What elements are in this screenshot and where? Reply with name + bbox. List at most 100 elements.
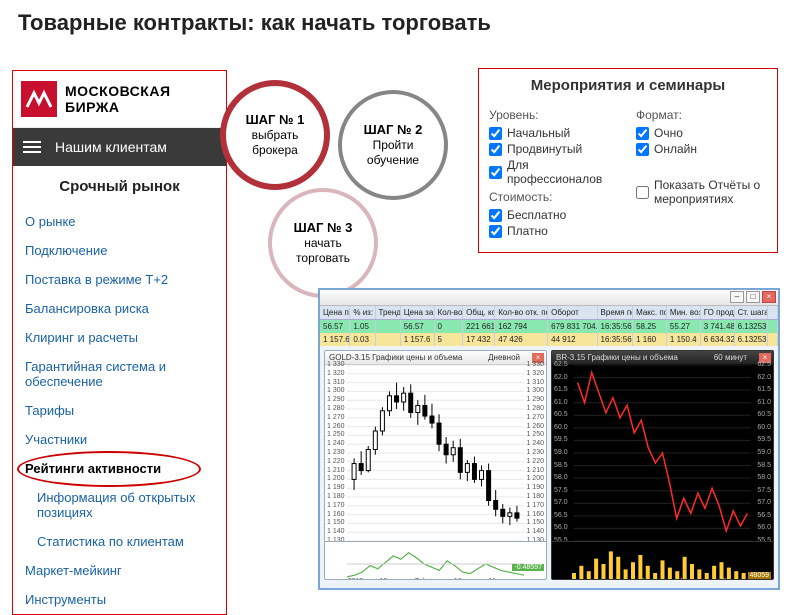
br-volume-bars: [552, 542, 773, 580]
level-input[interactable]: [489, 166, 502, 179]
clients-bar[interactable]: Нашим клиентам: [13, 128, 226, 166]
reports-label: Показать Отчёты о мероприятиях: [654, 178, 767, 206]
step-2-circle: ШАГ № 2 Пройти обучение: [338, 90, 448, 200]
format-checkbox[interactable]: Онлайн: [636, 142, 767, 156]
logo-text: МОСКОВСКАЯ БИРЖА: [65, 83, 171, 115]
step-1-title: ШАГ № 1: [246, 112, 305, 128]
menu-item[interactable]: Балансировка риска: [13, 294, 226, 323]
table-header-cell: Оборот: [548, 306, 597, 319]
cost-checkbox[interactable]: Платно: [489, 224, 620, 238]
table-cell: 44 912: [548, 333, 597, 346]
table-cell: 1.05: [350, 320, 375, 333]
chart-panel-gold: GOLD-3.15 Графики цены и объема Дневной …: [324, 350, 547, 580]
table-cell: 6.13253: [735, 320, 769, 333]
chart-panel-br: BR-3.15 Графики цены и объема 60 минут ×…: [551, 350, 774, 580]
sidebar: МОСКОВСКАЯ БИРЖА Нашим клиентам Срочный …: [12, 70, 227, 615]
table-cell: 1 157.6: [401, 333, 435, 346]
menu-item[interactable]: Гарантийная система и обеспечение: [13, 352, 226, 396]
menu-item[interactable]: О рынке: [13, 207, 226, 236]
table-cell: 3 741.48: [701, 320, 735, 333]
reports-input[interactable]: [636, 186, 649, 199]
table-cell: 162 794: [495, 320, 548, 333]
format-checkbox[interactable]: Очно: [636, 126, 767, 140]
table-header-cell: Кол-во отк. поз.: [495, 306, 548, 319]
table-header-cell: Общ. кол-: [463, 306, 495, 319]
level-label: Начальный: [507, 126, 570, 140]
minimize-button[interactable]: –: [730, 291, 744, 303]
table-cell: 221 661: [463, 320, 495, 333]
menu-item[interactable]: Поставка в режиме Т+2: [13, 265, 226, 294]
menu-item[interactable]: Подключение: [13, 236, 226, 265]
cost-input[interactable]: [489, 225, 502, 238]
table-cell: 16:35:56: [598, 320, 634, 333]
gold-sub-indicator: [325, 542, 546, 580]
format-input[interactable]: [636, 127, 649, 140]
table-cell: 0: [435, 320, 464, 333]
cost-label: Стоимость:: [489, 190, 620, 204]
table-header-cell: ГО прода: [701, 306, 735, 319]
step-2-title: ШАГ № 2: [364, 122, 423, 138]
level-label: Уровень:: [489, 108, 620, 122]
level-label: Продвинутый: [507, 142, 582, 156]
table-header-cell: Цена за:: [401, 306, 435, 319]
table-row[interactable]: 56.571.0556.570221 661162 794679 831 704…: [320, 320, 778, 333]
format-input[interactable]: [636, 143, 649, 156]
step-3-l2: торговать: [296, 251, 350, 266]
reports-checkbox[interactable]: Показать Отчёты о мероприятиях: [636, 178, 767, 206]
table-cell: 1 160: [633, 333, 667, 346]
cost-checkbox[interactable]: Бесплатно: [489, 208, 620, 222]
menu-item[interactable]: Маркет-мейкинг: [13, 556, 226, 585]
table-cell: 5: [435, 333, 464, 346]
terminal-window: – □ × Цена п% из:ТрендЦена за:Кол-воОбщ.…: [318, 288, 780, 590]
menu-item[interactable]: Инструменты: [13, 585, 226, 614]
events-col-right: Формат: Очно Онлайн Показать Отчёты о мер…: [636, 104, 767, 240]
menu-item[interactable]: Тарифы: [13, 396, 226, 425]
events-col-left: Уровень: Начальный Продвинутый Для професс…: [489, 104, 620, 240]
maximize-button[interactable]: □: [746, 291, 760, 303]
step-3-title: ШАГ № 3: [294, 220, 353, 236]
close-button[interactable]: ×: [762, 291, 776, 303]
table-header-cell: Время по: [598, 306, 634, 319]
menu-item[interactable]: Клиринг и расчеты: [13, 323, 226, 352]
table-header-cell: Тренд: [376, 306, 401, 319]
step-1-circle: ШАГ № 1 выбрать брокера: [220, 80, 330, 190]
level-checkbox[interactable]: Для профессионалов: [489, 158, 620, 186]
table-cell: [768, 333, 778, 346]
level-checkbox[interactable]: Продвинутый: [489, 142, 620, 156]
level-input[interactable]: [489, 143, 502, 156]
step-1-l1: выбрать: [252, 128, 299, 143]
table-cell: 56.57: [320, 320, 350, 333]
cost-input[interactable]: [489, 209, 502, 222]
format-label: Онлайн: [654, 142, 697, 156]
menu: О рынкеПодключениеПоставка в режиме Т+2Б…: [13, 207, 226, 614]
title-bold: как начать торговать: [261, 10, 491, 35]
table-cell: 58.25: [633, 320, 667, 333]
table-cell: 6 634.32: [701, 333, 735, 346]
logo-block: МОСКОВСКАЯ БИРЖА: [13, 71, 226, 128]
events-panel: Мероприятия и семинары Уровень: Начальны…: [478, 68, 778, 253]
cost-label: Платно: [507, 224, 548, 238]
terminal-header-row: Цена п% из:ТрендЦена за:Кол-воОбщ. кол-К…: [320, 306, 778, 320]
table-header-cell: % из:: [350, 306, 375, 319]
gold-chart-title: GOLD-3.15 Графики цены и объема: [329, 353, 462, 362]
level-label: Для профессионалов: [507, 158, 620, 186]
format-label: Формат:: [636, 108, 767, 122]
table-header-cell: Цена п: [320, 306, 350, 319]
clients-label: Нашим клиентам: [55, 139, 167, 155]
terminal-titlebar: – □ ×: [320, 290, 778, 306]
table-row[interactable]: 1 157.60.031 157.6517 43247 42644 91216:…: [320, 333, 778, 346]
table-cell: 17 432: [463, 333, 495, 346]
table-cell: 56.57: [401, 320, 435, 333]
table-cell: 55.27: [667, 320, 701, 333]
table-cell: 47 426: [495, 333, 548, 346]
level-checkbox[interactable]: Начальный: [489, 126, 620, 140]
table-header-cell: Ст. шага (: [735, 306, 769, 319]
hamburger-icon[interactable]: [23, 138, 41, 156]
menu-item[interactable]: Статистика по клиентам: [13, 527, 226, 556]
menu-item[interactable]: Рейтинги активности: [13, 454, 226, 483]
step-1-l2: брокера: [252, 143, 298, 158]
level-input[interactable]: [489, 127, 502, 140]
table-cell: 16:35:56: [598, 333, 634, 346]
page-title: Товарные контракты: как начать торговать: [0, 0, 794, 46]
menu-item[interactable]: Информация об открытых позициях: [13, 483, 226, 527]
